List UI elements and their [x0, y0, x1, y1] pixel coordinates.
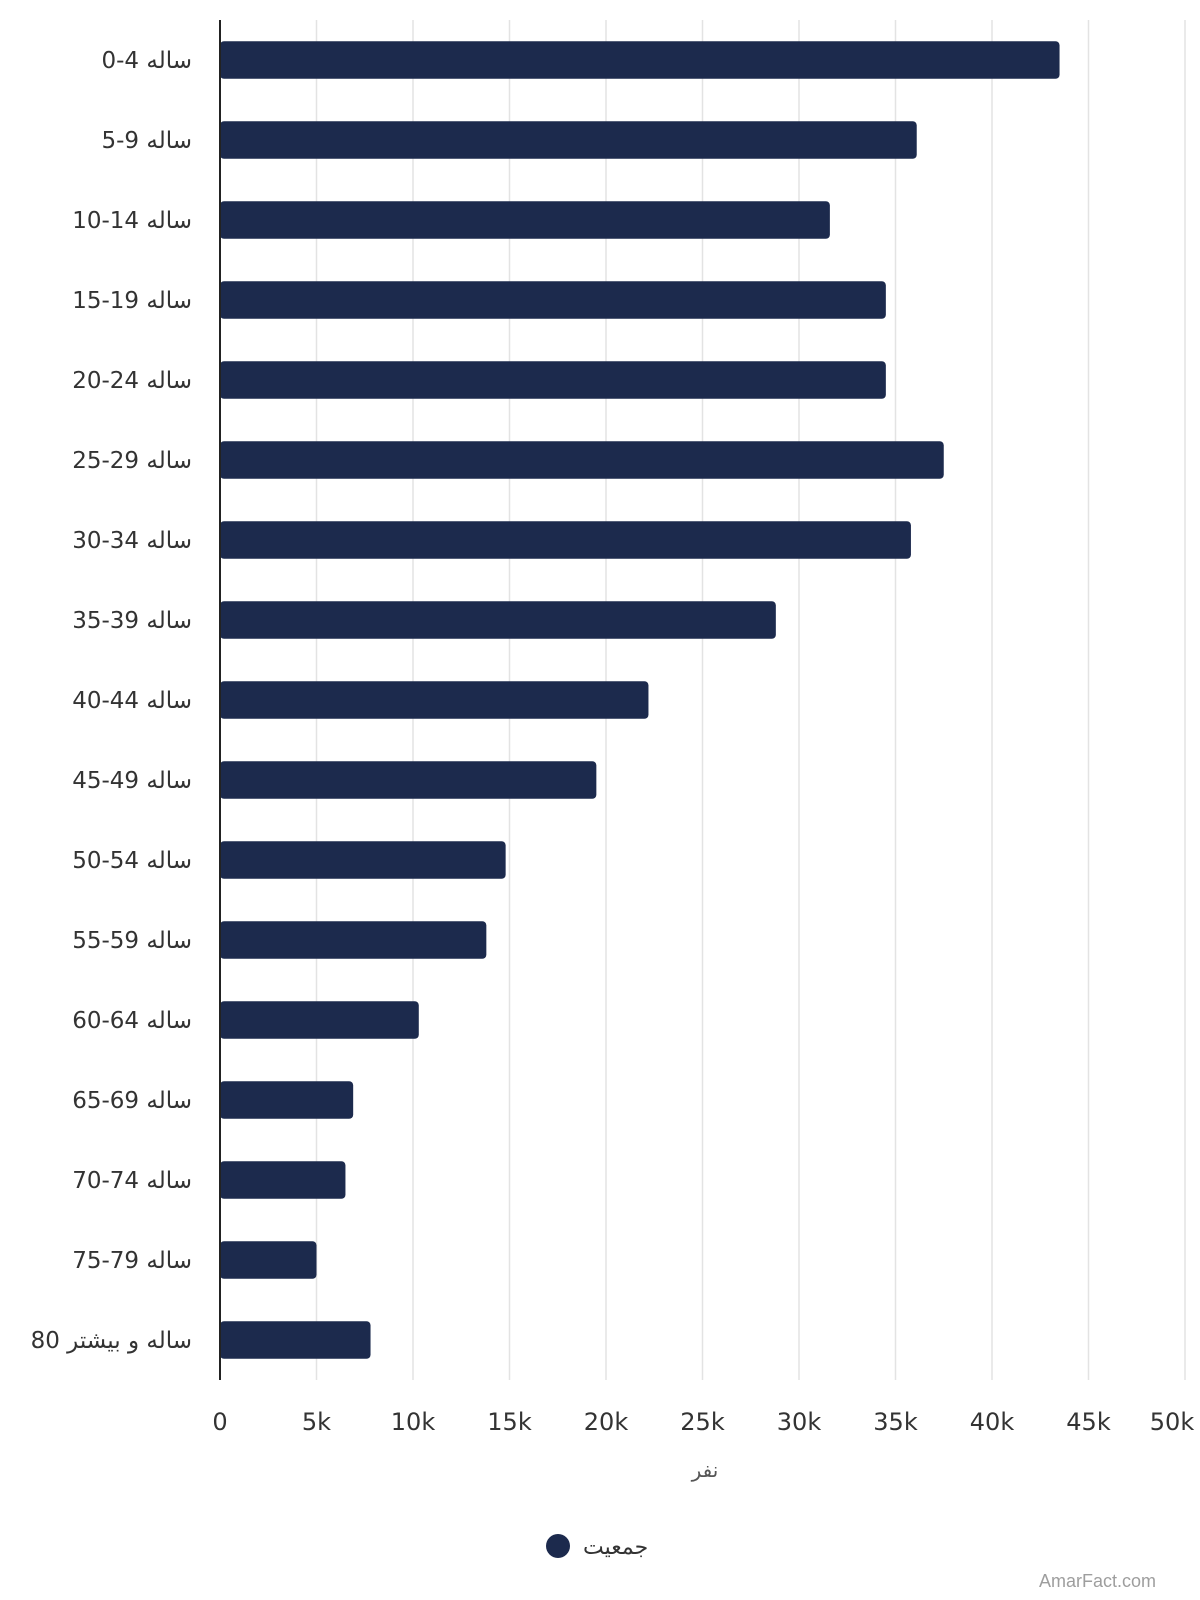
- category-label: 65-69 ساله: [72, 1088, 192, 1114]
- x-tick-label: 30k: [777, 1408, 822, 1436]
- x-tick-label: 0: [212, 1408, 227, 1436]
- x-tick-label: 20k: [584, 1408, 629, 1436]
- category-label: 50-54 ساله: [72, 848, 192, 874]
- category-label: 70-74 ساله: [72, 1168, 192, 1194]
- x-axis-title: نفر: [691, 1458, 719, 1482]
- category-label: 5-9 ساله: [101, 128, 192, 154]
- x-tick-labels: 0 5k 10k 15k 20k 25k 30k 35k 40k 45k 50k: [212, 1408, 1194, 1436]
- bar: [220, 1161, 346, 1199]
- x-tick-label: 25k: [680, 1408, 725, 1436]
- category-label: 15-19 ساله: [72, 288, 192, 314]
- category-label: 60-64 ساله: [72, 1008, 192, 1034]
- category-label: 0-4 ساله: [101, 48, 192, 74]
- bar: [220, 121, 917, 159]
- x-tick-label: 5k: [302, 1408, 331, 1436]
- category-label: 55-59 ساله: [72, 928, 192, 954]
- category-label: 40-44 ساله: [72, 688, 192, 714]
- bar: [220, 681, 649, 719]
- category-label: 35-39 ساله: [72, 608, 192, 634]
- legend: جمعیت: [546, 1534, 648, 1560]
- x-tick-label: 15k: [487, 1408, 532, 1436]
- watermark: AmarFact.com: [1038, 1571, 1156, 1591]
- category-label: 30-34 ساله: [72, 528, 192, 554]
- category-label: 80 ساله و بیشتر: [31, 1328, 192, 1354]
- bar: [220, 361, 886, 399]
- x-tick-label: 40k: [970, 1408, 1015, 1436]
- gridlines: [315, 20, 1186, 1380]
- x-tick-label: 10k: [391, 1408, 436, 1436]
- category-label: 25-29 ساله: [72, 448, 192, 474]
- bar: [220, 1241, 317, 1279]
- bar: [220, 601, 776, 639]
- x-tick-label: 35k: [873, 1408, 918, 1436]
- category-labels: 0-4 ساله 5-9 ساله 10-14 ساله 15-19 ساله 20-2…: [31, 48, 192, 1354]
- bar: [220, 761, 597, 799]
- bar: [220, 521, 911, 559]
- bar: [220, 281, 886, 319]
- x-tick-label: 50k: [1150, 1408, 1195, 1436]
- x-tick-label: 45k: [1066, 1408, 1111, 1436]
- bar: [220, 1321, 371, 1359]
- bar: [220, 1001, 419, 1039]
- category-label: 20-24 ساله: [72, 368, 192, 394]
- legend-label: جمعیت: [583, 1535, 648, 1560]
- bar: [220, 841, 506, 879]
- bar: [220, 41, 1060, 79]
- legend-swatch: [546, 1534, 570, 1558]
- bar: [220, 921, 487, 959]
- bar: [220, 441, 944, 479]
- bars: [220, 41, 1060, 1359]
- bar: [220, 201, 830, 239]
- category-label: 75-79 ساله: [72, 1248, 192, 1274]
- bar: [220, 1081, 354, 1119]
- category-label: 10-14 ساله: [72, 208, 192, 234]
- category-label: 45-49 ساله: [72, 768, 192, 794]
